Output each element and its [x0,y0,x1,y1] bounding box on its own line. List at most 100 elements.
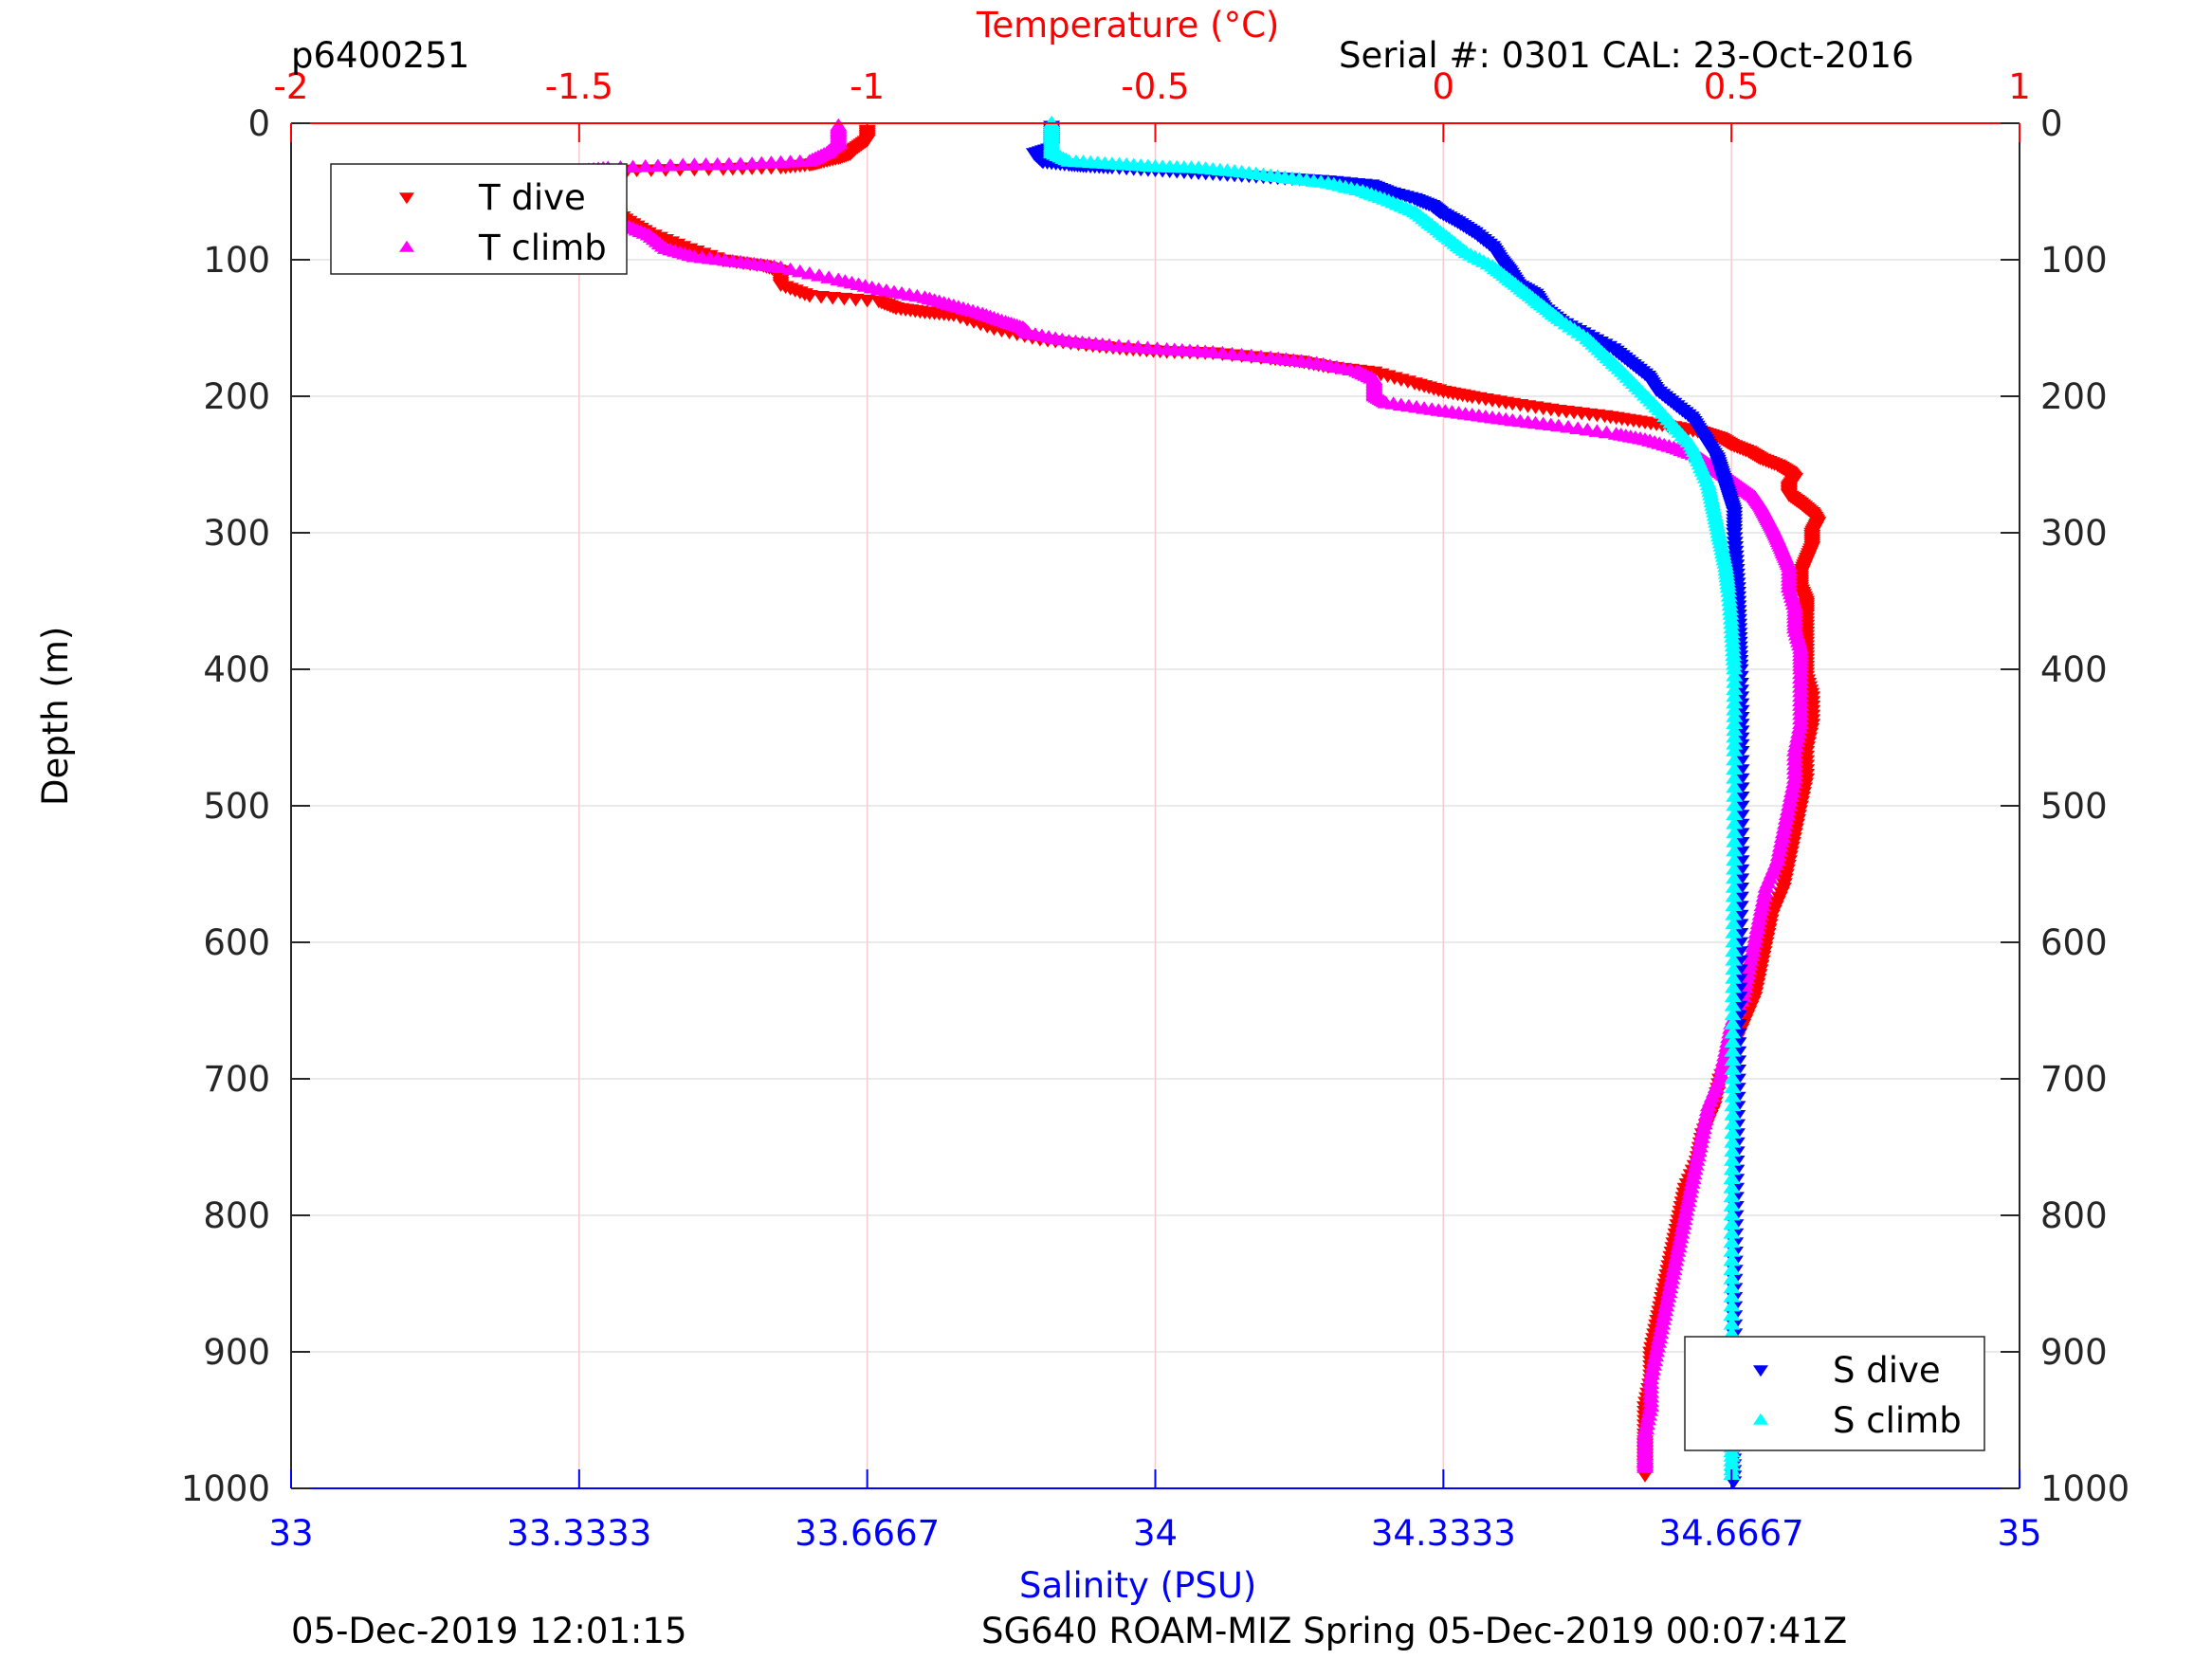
depth-tick-label-left: 100 [203,240,270,281]
legend-marker [1753,1365,1768,1377]
serial-calibration: Serial #: 0301 CAL: 23-Oct-2016 [1339,35,1914,76]
data-point [1725,870,1743,884]
data-point [772,260,790,274]
data-point [649,158,667,172]
data-point [1726,852,1744,866]
data-point [847,293,865,307]
data-point [1726,661,1744,675]
salinity-tick-label: 34.3333 [1371,1513,1516,1554]
data-point [1723,1271,1741,1285]
depth-tick-label-left: 200 [203,376,270,417]
data-point [743,156,761,170]
data-point [1725,943,1743,957]
depth-tick-label-right: 900 [2040,1332,2108,1373]
salinity-tick-label: 34 [1133,1513,1178,1554]
data-point [1723,1280,1741,1294]
data-point [708,156,726,171]
temperature-tick-label: 1 [2008,66,2031,107]
depth-tick-label-left: 800 [203,1195,270,1236]
data-point [1636,1460,1654,1473]
data-point [1723,1289,1741,1303]
data-point [636,158,654,173]
legends: T dive T climb S dive S climb [330,163,1985,1451]
data-point [800,290,818,303]
temperature-tick-label: 0.5 [1704,66,1760,107]
depth-tick-label-right: 800 [2040,1195,2108,1236]
legend-marker [399,240,414,252]
legend-temperature-box [330,163,628,275]
data-point [1725,961,1743,975]
legend-label: S dive [1833,1350,1941,1391]
depth-tick-label-left: 300 [203,513,270,554]
data-point [1726,834,1744,848]
data-point [1723,1252,1741,1267]
data-point [1723,1180,1741,1194]
data-point [697,157,715,171]
data-point [813,291,831,304]
temperature-tick-label: -1.5 [545,66,613,107]
data-point [1724,1135,1742,1148]
data-point [1726,675,1744,688]
data-point [1723,1244,1741,1257]
data-point [1724,1052,1742,1066]
data-point [1726,843,1744,857]
salinity-tick-label: 34.6667 [1659,1513,1804,1554]
temperature-axis-title: Temperature (°C) [977,5,1280,46]
data-point [1723,1207,1741,1221]
data-point [1723,1171,1741,1184]
data-point [624,159,642,173]
data-point [1726,797,1744,811]
legend-label: S climb [1833,1400,1962,1441]
data-point [1723,1226,1741,1239]
data-point [686,157,704,171]
data-point [1726,743,1744,757]
temperature-tick-label: -0.5 [1121,66,1189,107]
depth-tick-label-left: 900 [203,1332,270,1373]
depth-tick-label-left: 0 [247,103,270,144]
depth-tick-label-right: 200 [2040,376,2108,417]
depth-tick-label-right: 500 [2040,786,2108,827]
data-point [1725,971,1743,984]
data-point [1723,1153,1741,1166]
data-point [1726,789,1744,802]
data-point [1724,1098,1742,1112]
legend-marker [399,192,414,205]
series-s-climb [1043,115,1744,1480]
data-point [1723,1317,1741,1330]
data-point [1724,1016,1742,1030]
legend-salinity-box [1684,1336,1985,1451]
data-point [781,262,799,276]
salinity-tick-label: 35 [1997,1513,2041,1554]
depth-tick-label-left: 600 [203,922,270,963]
salinity-tick-label: 33 [268,1513,313,1554]
depth-tick-label-right: 700 [2040,1059,2108,1100]
depth-tick-label-right: 0 [2040,103,2063,144]
footer-timestamp: 05-Dec-2019 12:01:15 [291,1611,687,1651]
depth-tick-label-left: 1000 [181,1468,270,1509]
data-point [1723,1234,1741,1249]
depth-tick-label-right: 300 [2040,513,2108,554]
legend-temperature: T dive T climb [330,163,628,275]
data-point [1723,1325,1741,1340]
data-point [1724,1080,1742,1093]
data-point [1725,888,1743,902]
data-point [1724,1107,1742,1121]
data-marks [513,115,1827,1489]
data-point [662,158,680,172]
data-point [1724,1125,1742,1139]
data-point [1725,898,1743,911]
data-point [1724,1034,1742,1048]
data-point [1724,989,1742,1002]
data-point [835,292,853,306]
depth-tick-label-right: 100 [2040,240,2108,281]
data-point [1724,1007,1742,1021]
data-point [1725,925,1743,939]
depth-tick-label-left: 700 [203,1059,270,1100]
footer-mission: SG640 ROAM-MIZ Spring 05-Dec-2019 00:07:… [981,1611,1848,1651]
data-point [1724,1143,1742,1158]
data-point [791,264,809,278]
depth-axis-title: Depth (m) [35,626,76,806]
data-point [820,270,838,283]
data-point [1726,771,1744,784]
